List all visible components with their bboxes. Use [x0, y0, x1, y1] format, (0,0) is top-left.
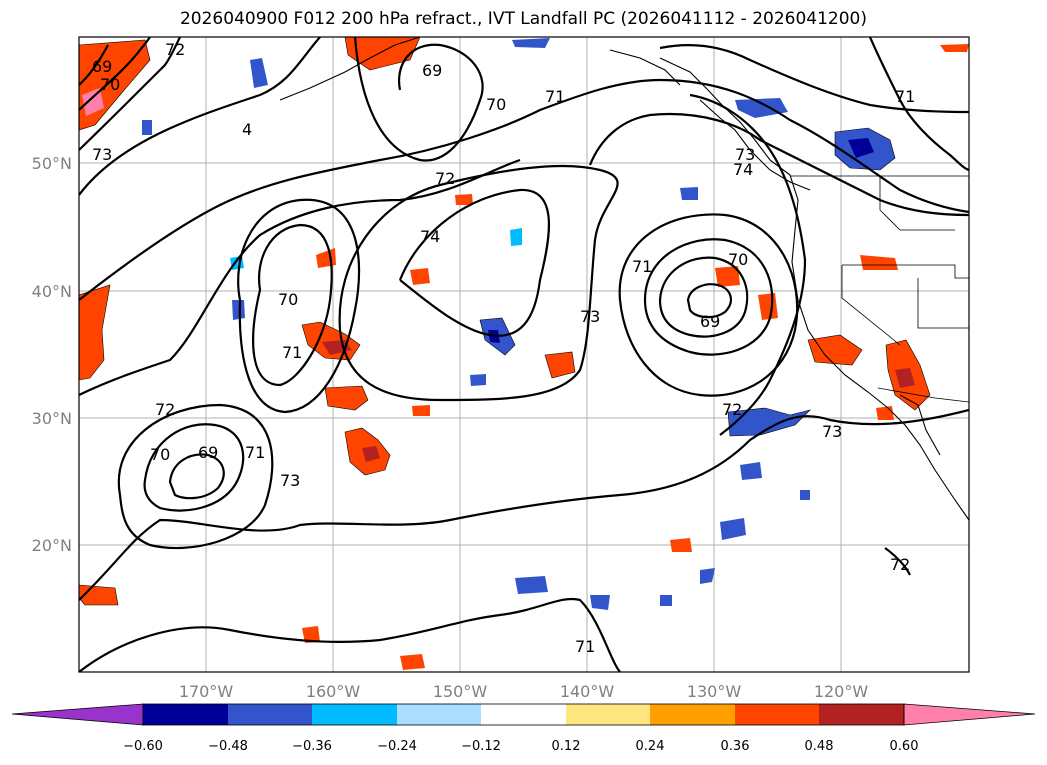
contour-label: 71 [895, 87, 915, 106]
contour-label: 71 [545, 87, 565, 106]
contour-label: 72 [155, 400, 175, 419]
colorbar-swatch [481, 704, 566, 725]
colorbar-swatch [735, 704, 819, 725]
longitude-labels: 170°W 160°W 150°W 140°W 130°W 120°W [179, 682, 869, 701]
positive-anomaly-fill [79, 37, 969, 670]
contour-label: 69 [422, 61, 442, 80]
contour-label: 69 [700, 312, 720, 331]
contour-label: 73 [822, 422, 842, 441]
political-borders [790, 175, 969, 403]
lon-label-160w: 160°W [306, 682, 361, 701]
colorbar-tick-label: 0.24 [636, 739, 665, 754]
colorbar-tick-label: −0.12 [461, 739, 501, 754]
map-title: 2026040900 F012 200 hPa refract., IVT La… [179, 9, 867, 29]
contour-label: 74 [420, 227, 440, 246]
lon-label-140w: 140°W [560, 682, 615, 701]
colorbar-swatch [819, 704, 904, 725]
colorbar-swatch [566, 704, 650, 725]
latitude-labels: 50°N 40°N 30°N 20°N [32, 154, 72, 555]
contour-label: 74 [733, 160, 753, 179]
contour-label: 71 [245, 443, 265, 462]
contour-label: 70 [100, 75, 120, 94]
colorbar-swatch [650, 704, 735, 725]
map-frame [78, 36, 970, 673]
lat-label-20n: 20°N [32, 536, 72, 555]
contour-label: 4 [242, 120, 252, 139]
lon-label-150w: 150°W [433, 682, 488, 701]
contour-label: 69 [92, 57, 112, 76]
contour-label: 70 [278, 290, 298, 309]
contour-label: 73 [92, 145, 112, 164]
colorbar-swatch [228, 704, 312, 725]
colorbar: −0.60 −0.48 −0.36 −0.24 −0.12 0.12 0.24 … [11, 703, 1036, 754]
contour-labels: 69 70 72 73 4 69 70 71 71 73 74 72 74 70… [92, 40, 915, 656]
colorbar-tick-label: 0.12 [552, 739, 581, 754]
lon-label-170w: 170°W [179, 682, 234, 701]
contour-label: 70 [728, 250, 748, 269]
contour-label: 70 [150, 445, 170, 464]
lat-label-30n: 30°N [32, 409, 72, 428]
contour-label: 69 [198, 443, 218, 462]
contour-label: 71 [575, 637, 595, 656]
colorbar-extend-low [11, 703, 144, 726]
colorbar-tick-label: −0.24 [377, 739, 417, 754]
colorbar-swatch [397, 704, 481, 725]
colorbar-extend-high [903, 703, 1036, 726]
contour-label: 72 [435, 169, 455, 188]
contour-label: 72 [722, 400, 742, 419]
contour-label: 72 [890, 555, 910, 574]
contour-label: 73 [280, 471, 300, 490]
colorbar-swatch [143, 704, 228, 725]
colorbar-tick-label: −0.60 [123, 739, 163, 754]
lat-label-50n: 50°N [32, 154, 72, 173]
colorbar-swatch [312, 704, 397, 725]
contour-label: 71 [282, 343, 302, 362]
colorbar-tick-label: 0.60 [890, 739, 919, 754]
contour-label: 70 [486, 95, 506, 114]
colorbar-tick-label: −0.48 [208, 739, 248, 754]
contour-label: 73 [735, 145, 755, 164]
contour-label: 72 [165, 40, 185, 59]
colorbar-tick-label: 0.36 [721, 739, 750, 754]
contour-label: 71 [632, 257, 652, 276]
refractivity-contours [79, 37, 969, 672]
colorbar-tick-label: −0.36 [292, 739, 332, 754]
contour-label: 73 [580, 307, 600, 326]
lon-label-120w: 120°W [814, 682, 869, 701]
lon-label-130w: 130°W [687, 682, 742, 701]
lat-label-40n: 40°N [32, 282, 72, 301]
colorbar-tick-label: 0.48 [805, 739, 834, 754]
